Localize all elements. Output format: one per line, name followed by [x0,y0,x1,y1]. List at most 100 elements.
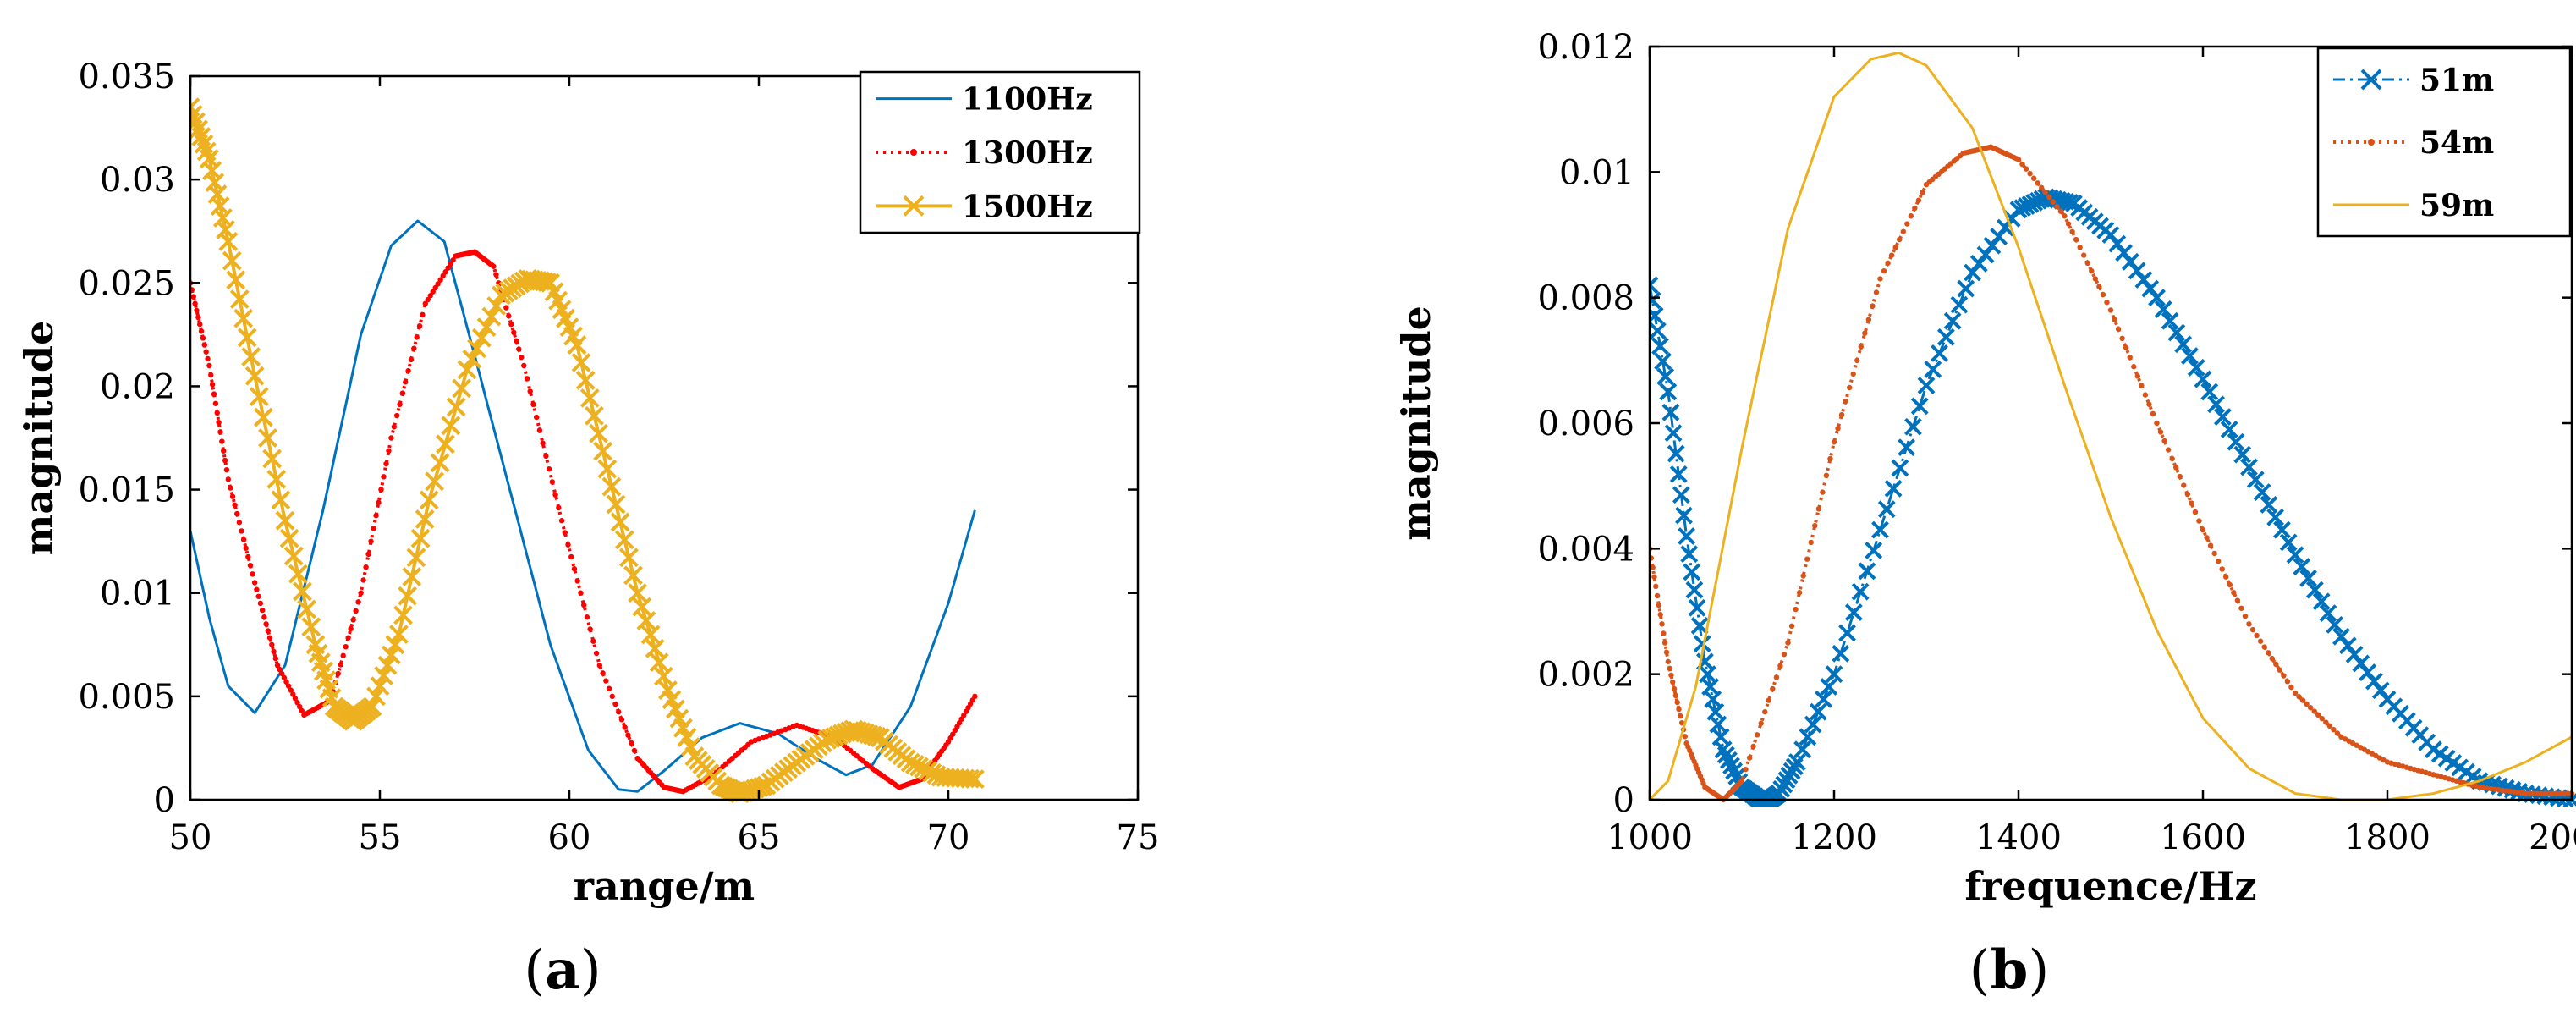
data-point-54m [2027,170,2033,177]
data-point-51m [1688,598,1706,617]
data-point-54m [2039,184,2045,191]
data-point-51m [1650,322,1667,340]
series-line-54m [1650,145,2572,801]
data-point-54m [1650,555,1655,561]
data-point-54m [1873,289,1880,295]
data-point-54m [2146,401,2152,407]
data-point-1300Hz [251,580,258,586]
y-tick-label: 0.012 [1537,28,1634,67]
data-point-54m [2035,180,2040,186]
data-point-1500Hz [452,378,472,399]
data-point-54m [2030,175,2037,181]
data-point-1500Hz [481,306,502,327]
data-point-54m [1831,439,1837,445]
data-point-51m [1931,344,1948,362]
data-point-1300Hz [190,287,195,293]
data-point-54m [2238,605,2244,611]
data-point-54m [2023,166,2029,172]
data-point-54m [1678,713,1683,719]
data-point-1300Hz [345,635,351,641]
data-point-54m [1670,679,1676,685]
data-point-51m [1871,520,1889,539]
data-point-1500Hz [293,581,312,602]
data-point-1500Hz [537,273,557,293]
data-point-51m [1669,465,1688,483]
y-tick-label: 0.03 [100,161,175,200]
panel-b-caption: (b) [1969,939,2050,1002]
data-point-54m [1781,651,1788,658]
data-point-1500Hz [640,625,661,645]
data-point-51m [1656,367,1675,386]
data-point-1300Hz [383,460,389,467]
data-point-54m [1773,674,1780,680]
data-point-1500Hz [283,546,304,566]
data-point-1300Hz [358,590,364,596]
data-point-54m [1788,623,1795,630]
data-point-51m [2293,558,2311,575]
data-point-54m [2196,518,2202,524]
data-point-51m [1832,644,1850,663]
panel-a-open-paren: ( [524,939,545,1002]
data-point-1500Hz [467,339,486,359]
data-point-51m [1898,438,1916,457]
data-point-1300Hz [527,388,533,394]
data-point-1500Hz [457,360,477,380]
data-point-51m [1678,527,1696,545]
data-point-54m [1865,317,1872,322]
data-point-1500Hz [614,530,634,550]
data-point-51m [2194,370,2212,388]
data-point-54m [1877,276,1883,282]
data-point-1300Hz [232,502,238,509]
data-point-1500Hz [229,289,250,309]
data-point-1500Hz [237,328,257,348]
data-point-1300Hz [292,696,299,702]
data-point-54m [2189,500,2194,506]
data-point-1300Hz [388,435,394,441]
data-point-54m [1668,672,1674,679]
data-point-54m [1653,583,1659,590]
data-point-54m [1777,663,1783,669]
y-tick-label: 0.01 [100,575,175,614]
data-point-1500Hz [385,635,405,655]
data-point-54m [2231,590,2237,596]
data-point-54m [2534,790,2540,796]
data-point-1300Hz [271,648,277,655]
data-point-54m [1827,455,1833,462]
data-point-51m [1654,352,1672,371]
data-point-1300Hz [259,607,266,614]
y-axis-label: magnitude [16,321,62,556]
data-point-1500Hz [262,449,283,469]
data-point-54m [2334,730,2341,736]
data-point-54m [1881,267,1887,274]
x-tick-label: 50 [169,818,212,857]
data-point-1300Hz [201,342,207,348]
data-point-54m [2134,373,2140,379]
panel-b-open-paren: ( [1969,939,1991,1002]
data-point-54m [2319,716,2325,722]
data-point-1300Hz [338,662,343,668]
data-point-51m [2187,358,2205,377]
data-point-1300Hz [516,346,522,352]
data-point-1300Hz [365,551,371,558]
data-point-1300Hz [216,419,222,426]
series-59m [1650,51,2573,801]
data-point-54m [2200,526,2206,533]
data-point-54m [2100,291,2106,298]
data-point-51m [1809,702,1827,721]
series-51m [1650,188,2576,807]
data-point-1300Hz [195,314,201,321]
data-point-1500Hz [632,597,652,617]
data-point-54m [1651,574,1657,580]
data-point-1500Hz [258,428,277,448]
data-point-1300Hz [540,440,546,446]
data-point-1300Hz [543,453,549,460]
data-point-1300Hz [609,693,615,700]
data-point-54m [1838,411,1845,418]
data-point-1300Hz [360,577,366,583]
legend-marker-1500Hz [903,195,925,217]
series-line-59m [1650,51,2573,801]
data-point-54m [2127,354,2133,361]
data-point-54m [2292,690,2299,696]
data-point-51m [2279,533,2298,552]
